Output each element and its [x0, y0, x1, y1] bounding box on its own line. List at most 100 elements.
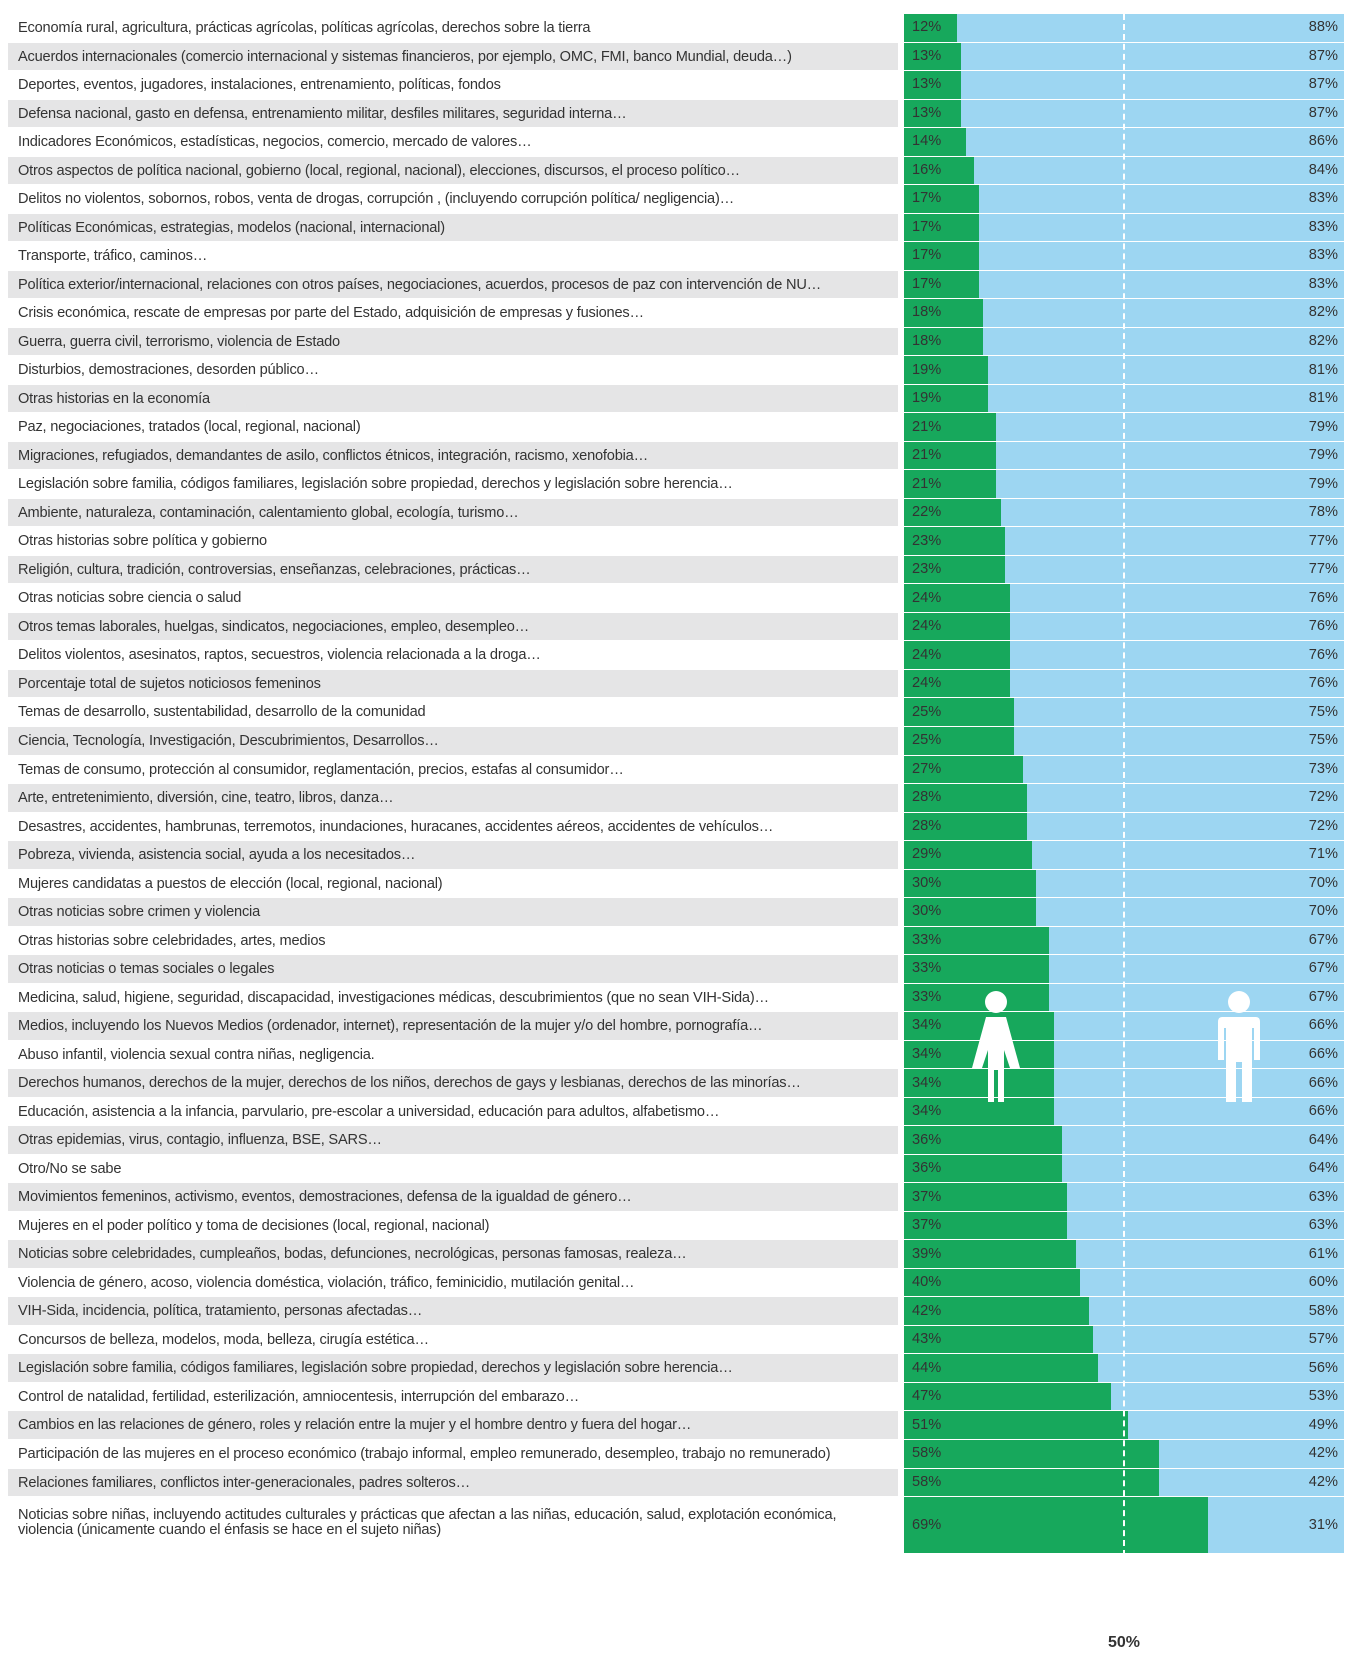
bar-segment: [987, 384, 1344, 413]
bar-segment: [1053, 1040, 1344, 1069]
bar-segment: [904, 698, 1014, 726]
category-label: Educación, asistencia a la infancia, par…: [18, 1103, 720, 1120]
bar-segment: [904, 641, 1010, 669]
bar-segment: [904, 898, 1036, 926]
category-label: Relaciones familiares, conflictos inter-…: [18, 1474, 471, 1491]
bar-segment: [904, 555, 1006, 584]
row-background: [8, 612, 898, 641]
value-label: 33%: [912, 960, 942, 977]
value-label: 16%: [912, 161, 942, 178]
row-background: [8, 498, 898, 527]
category-label: Delitos no violentos, sobornos, robos, v…: [18, 191, 735, 208]
bar-segment: [904, 1240, 1076, 1268]
value-label: 56%: [1308, 1359, 1338, 1376]
category-label: Otros aspectos de política nacional, gob…: [18, 162, 740, 179]
value-label: 34%: [912, 1045, 942, 1062]
bar-segment: [961, 71, 1344, 99]
bar-segment: [904, 784, 1028, 812]
value-label: 70%: [1308, 874, 1338, 891]
row-background: [8, 270, 898, 299]
category-label: Ambiente, naturaleza, contaminación, cal…: [18, 504, 519, 521]
category-label: Noticias sobre niñas, incluyendo actitud…: [18, 1508, 837, 1539]
bar-segment: [904, 1497, 1208, 1554]
category-label: Otras noticias sobre crimen y violencia: [18, 904, 261, 921]
value-label: 83%: [1308, 218, 1338, 235]
bar-segment: [1009, 641, 1344, 669]
category-label: Políticas Económicas, estrategias, model…: [18, 219, 445, 236]
bar-segment: [1022, 755, 1344, 784]
value-label: 44%: [912, 1359, 942, 1376]
category-label: Disturbios, demostraciones, desorden púb…: [18, 362, 319, 379]
value-label: 63%: [1308, 1217, 1338, 1234]
category-label: Legislación sobre familia, códigos famil…: [18, 476, 733, 493]
bar-segment: [904, 669, 1010, 698]
bar-segment: [961, 99, 1344, 128]
bar-segment: [996, 413, 1344, 441]
bar-segment: [904, 1211, 1067, 1240]
category-label: Otras historias sobre política y gobiern…: [18, 533, 267, 550]
bar-segment: [904, 955, 1050, 983]
value-label: 51%: [912, 1416, 942, 1433]
value-label: 21%: [912, 475, 942, 492]
row-background: [8, 1069, 898, 1097]
bar-segment: [1080, 1268, 1344, 1297]
male-icon: [1218, 991, 1260, 1102]
value-label: 42%: [1308, 1445, 1338, 1462]
bar-segment: [1009, 669, 1344, 698]
bar-segment: [904, 185, 979, 213]
value-label: 17%: [912, 275, 942, 292]
value-label: 37%: [912, 1188, 942, 1205]
row-background: [8, 669, 898, 698]
category-label: Transporte, tráfico, caminos…: [18, 248, 208, 265]
category-label: Otros temas laborales, huelgas, sindicat…: [18, 618, 530, 635]
value-label: 87%: [1308, 76, 1338, 93]
bar-segment: [1049, 955, 1344, 983]
bar-segment: [904, 498, 1001, 527]
category-label: Porcentaje total de sujetos noticiosos f…: [18, 675, 321, 692]
bar-segment: [904, 99, 962, 128]
bar-segment: [1005, 555, 1344, 584]
category-label: Pobreza, vivienda, asistencia social, ay…: [18, 847, 416, 864]
value-label: 13%: [912, 76, 942, 93]
bar-segment: [904, 384, 988, 413]
row-background: [8, 42, 898, 71]
value-label: 61%: [1308, 1245, 1338, 1262]
category-label: Cambios en las relaciones de género, rol…: [18, 1417, 692, 1434]
category-label: Derechos humanos, derechos de la mujer, …: [18, 1075, 801, 1092]
value-label: 82%: [1308, 304, 1338, 321]
row-background: [8, 384, 898, 413]
value-label: 40%: [912, 1274, 942, 1291]
value-label: 42%: [1308, 1473, 1338, 1490]
bar-segment: [1049, 926, 1344, 955]
category-label: Noticias sobre celebridades, cumpleaños,…: [18, 1246, 687, 1263]
category-label: Otro/No se sabe: [18, 1160, 122, 1177]
value-label: 67%: [1308, 931, 1338, 948]
bar-segment: [1088, 1297, 1344, 1325]
bar-segment: [904, 1097, 1054, 1126]
bar-segment: [904, 14, 957, 42]
bar-segment: [996, 441, 1344, 470]
value-label: 27%: [912, 760, 942, 777]
category-label: Mujeres candidatas a puestos de elección…: [18, 875, 443, 892]
category-label: Abuso infantil, violencia sexual contra …: [18, 1046, 375, 1063]
category-label: Migraciones, refugiados, demandantes de …: [18, 447, 648, 464]
category-label: Medios, incluyendo los Nuevos Medios (or…: [18, 1018, 763, 1035]
bar-segment: [1000, 498, 1344, 527]
value-label: 42%: [912, 1302, 942, 1319]
value-label: 17%: [912, 190, 942, 207]
row-background: [8, 1354, 898, 1382]
value-label: 28%: [912, 789, 942, 806]
category-label: Religión, cultura, tradición, controvers…: [18, 561, 531, 578]
category-label: Otras noticias o temas sociales o legale…: [18, 961, 275, 978]
bar-segment: [904, 812, 1028, 841]
category-label: Medicina, salud, higiene, seguridad, dis…: [18, 989, 769, 1006]
value-label: 30%: [912, 903, 942, 920]
category-label: Economía rural, agricultura, prácticas a…: [18, 20, 591, 36]
value-label: 75%: [1308, 732, 1338, 749]
bar-segment: [1062, 1126, 1344, 1154]
bar-segment: [1062, 1154, 1344, 1183]
bar-segment: [904, 1183, 1067, 1211]
value-label: 37%: [912, 1217, 942, 1234]
value-label: 21%: [912, 418, 942, 435]
bar-segment: [904, 1354, 1098, 1382]
